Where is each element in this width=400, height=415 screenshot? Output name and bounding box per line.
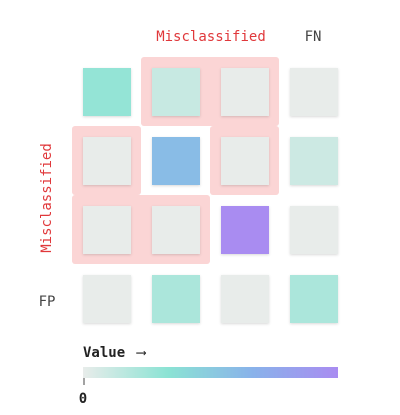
- top-label-misclassified: Misclassified: [156, 29, 266, 45]
- heatmap-cell-r3-c3: [290, 275, 338, 323]
- cell-layer: [83, 68, 338, 323]
- heatmap-cell-r0-c1: [152, 68, 200, 116]
- heatmap-cell-r2-c0: [83, 206, 131, 254]
- heatmap-cell-r3-c0: [83, 275, 131, 323]
- heatmap-cell-r2-c1: [152, 206, 200, 254]
- heatmap-cell-r0-c0: [83, 68, 131, 116]
- heatmap-cell-r1-c1: [152, 137, 200, 185]
- heatmap-cell-r0-c3: [290, 68, 338, 116]
- heatmap-cell-r0-c2: [221, 68, 269, 116]
- legend-tick-label: 0: [79, 391, 87, 407]
- heatmap-cell-r1-c2: [221, 137, 269, 185]
- heatmap-cell-r1-c3: [290, 137, 338, 185]
- side-label-misclassified: Misclassified: [39, 143, 55, 253]
- legend-title: Value: [83, 345, 125, 361]
- legend-arrow: ⟶: [136, 345, 147, 361]
- heatmap-cell-r1-c0: [83, 137, 131, 185]
- heatmap-cell-r2-c3: [290, 206, 338, 254]
- side-label-fp: FP: [39, 294, 56, 310]
- legend-colorbar: [83, 367, 338, 378]
- heatmap-cell-r2-c2: [221, 206, 269, 254]
- heatmap-cell-r3-c2: [221, 275, 269, 323]
- top-label-fn: FN: [305, 29, 322, 45]
- heatmap-cell-r3-c1: [152, 275, 200, 323]
